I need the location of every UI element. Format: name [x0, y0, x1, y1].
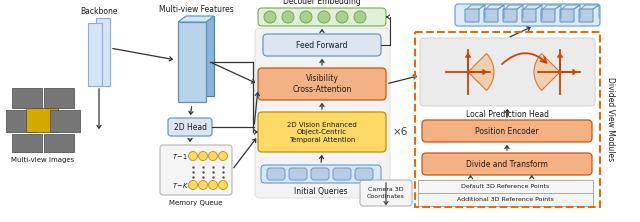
Bar [96, 18, 110, 86]
FancyBboxPatch shape [255, 28, 390, 198]
FancyBboxPatch shape [560, 9, 574, 22]
Bar [12, 134, 42, 152]
Bar [6, 110, 36, 132]
Circle shape [189, 151, 198, 161]
FancyBboxPatch shape [541, 9, 555, 22]
Text: Multi-view Features: Multi-view Features [159, 4, 234, 14]
Circle shape [300, 11, 312, 23]
FancyBboxPatch shape [484, 9, 498, 22]
Text: $T\!-\!1$: $T\!-\!1$ [172, 151, 188, 161]
Text: Visibility
Cross-Attention: Visibility Cross-Attention [292, 74, 352, 94]
Bar [178, 22, 206, 102]
Text: Divide and Transform: Divide and Transform [466, 159, 548, 168]
FancyBboxPatch shape [258, 8, 386, 26]
Text: ×6: ×6 [392, 127, 408, 137]
Circle shape [189, 180, 198, 190]
Bar [88, 23, 102, 86]
Text: Divided View Modules: Divided View Modules [605, 77, 614, 162]
FancyBboxPatch shape [289, 168, 307, 180]
FancyBboxPatch shape [465, 9, 479, 22]
Circle shape [354, 11, 366, 23]
Text: Initial Queries: Initial Queries [294, 186, 348, 196]
FancyBboxPatch shape [422, 120, 592, 142]
Circle shape [209, 151, 218, 161]
FancyBboxPatch shape [522, 9, 536, 22]
FancyBboxPatch shape [258, 68, 386, 100]
FancyBboxPatch shape [311, 168, 329, 180]
Bar [26, 108, 58, 132]
FancyBboxPatch shape [160, 145, 232, 195]
Bar [418, 193, 593, 206]
FancyBboxPatch shape [333, 168, 351, 180]
FancyBboxPatch shape [261, 165, 381, 183]
Bar [44, 88, 74, 108]
Text: Local Prediction Head: Local Prediction Head [466, 109, 549, 119]
Bar [418, 180, 593, 193]
Text: Additional 3D Reference Points: Additional 3D Reference Points [457, 197, 554, 202]
Bar [50, 110, 80, 132]
Bar [44, 134, 74, 152]
Text: Multi-view Images: Multi-view Images [12, 157, 75, 163]
Bar [186, 16, 214, 96]
Circle shape [198, 151, 207, 161]
Text: Feed Forward: Feed Forward [296, 40, 348, 50]
Circle shape [264, 11, 276, 23]
FancyBboxPatch shape [420, 38, 595, 106]
Text: Position Encoder: Position Encoder [475, 127, 539, 135]
Polygon shape [178, 16, 214, 22]
Text: 2D Vision Enhanced
Object-Centric
Temporal Attention: 2D Vision Enhanced Object-Centric Tempor… [287, 121, 357, 143]
Circle shape [218, 180, 227, 190]
Circle shape [282, 11, 294, 23]
FancyBboxPatch shape [263, 34, 381, 56]
Circle shape [218, 151, 227, 161]
FancyBboxPatch shape [455, 4, 600, 26]
FancyBboxPatch shape [355, 168, 373, 180]
Text: Decoder Embedding: Decoder Embedding [283, 0, 361, 6]
FancyBboxPatch shape [360, 180, 412, 206]
Wedge shape [534, 54, 560, 90]
Circle shape [318, 11, 330, 23]
FancyBboxPatch shape [258, 112, 386, 152]
FancyBboxPatch shape [168, 118, 212, 136]
FancyBboxPatch shape [422, 153, 592, 175]
FancyBboxPatch shape [267, 168, 285, 180]
Circle shape [336, 11, 348, 23]
Text: $T\!-\!K$: $T\!-\!K$ [172, 180, 189, 190]
Bar [415, 32, 600, 207]
Text: Default 3D Reference Points: Default 3D Reference Points [461, 184, 550, 189]
FancyBboxPatch shape [503, 9, 517, 22]
Bar [12, 88, 42, 108]
Wedge shape [468, 54, 494, 90]
Circle shape [209, 180, 218, 190]
Text: Memory Queue: Memory Queue [170, 200, 223, 206]
FancyBboxPatch shape [579, 9, 593, 22]
Text: Camera 3D
Coordinates: Camera 3D Coordinates [367, 187, 405, 199]
Circle shape [198, 180, 207, 190]
Text: 2D Head: 2D Head [173, 123, 207, 131]
Text: Backbone: Backbone [80, 6, 118, 16]
